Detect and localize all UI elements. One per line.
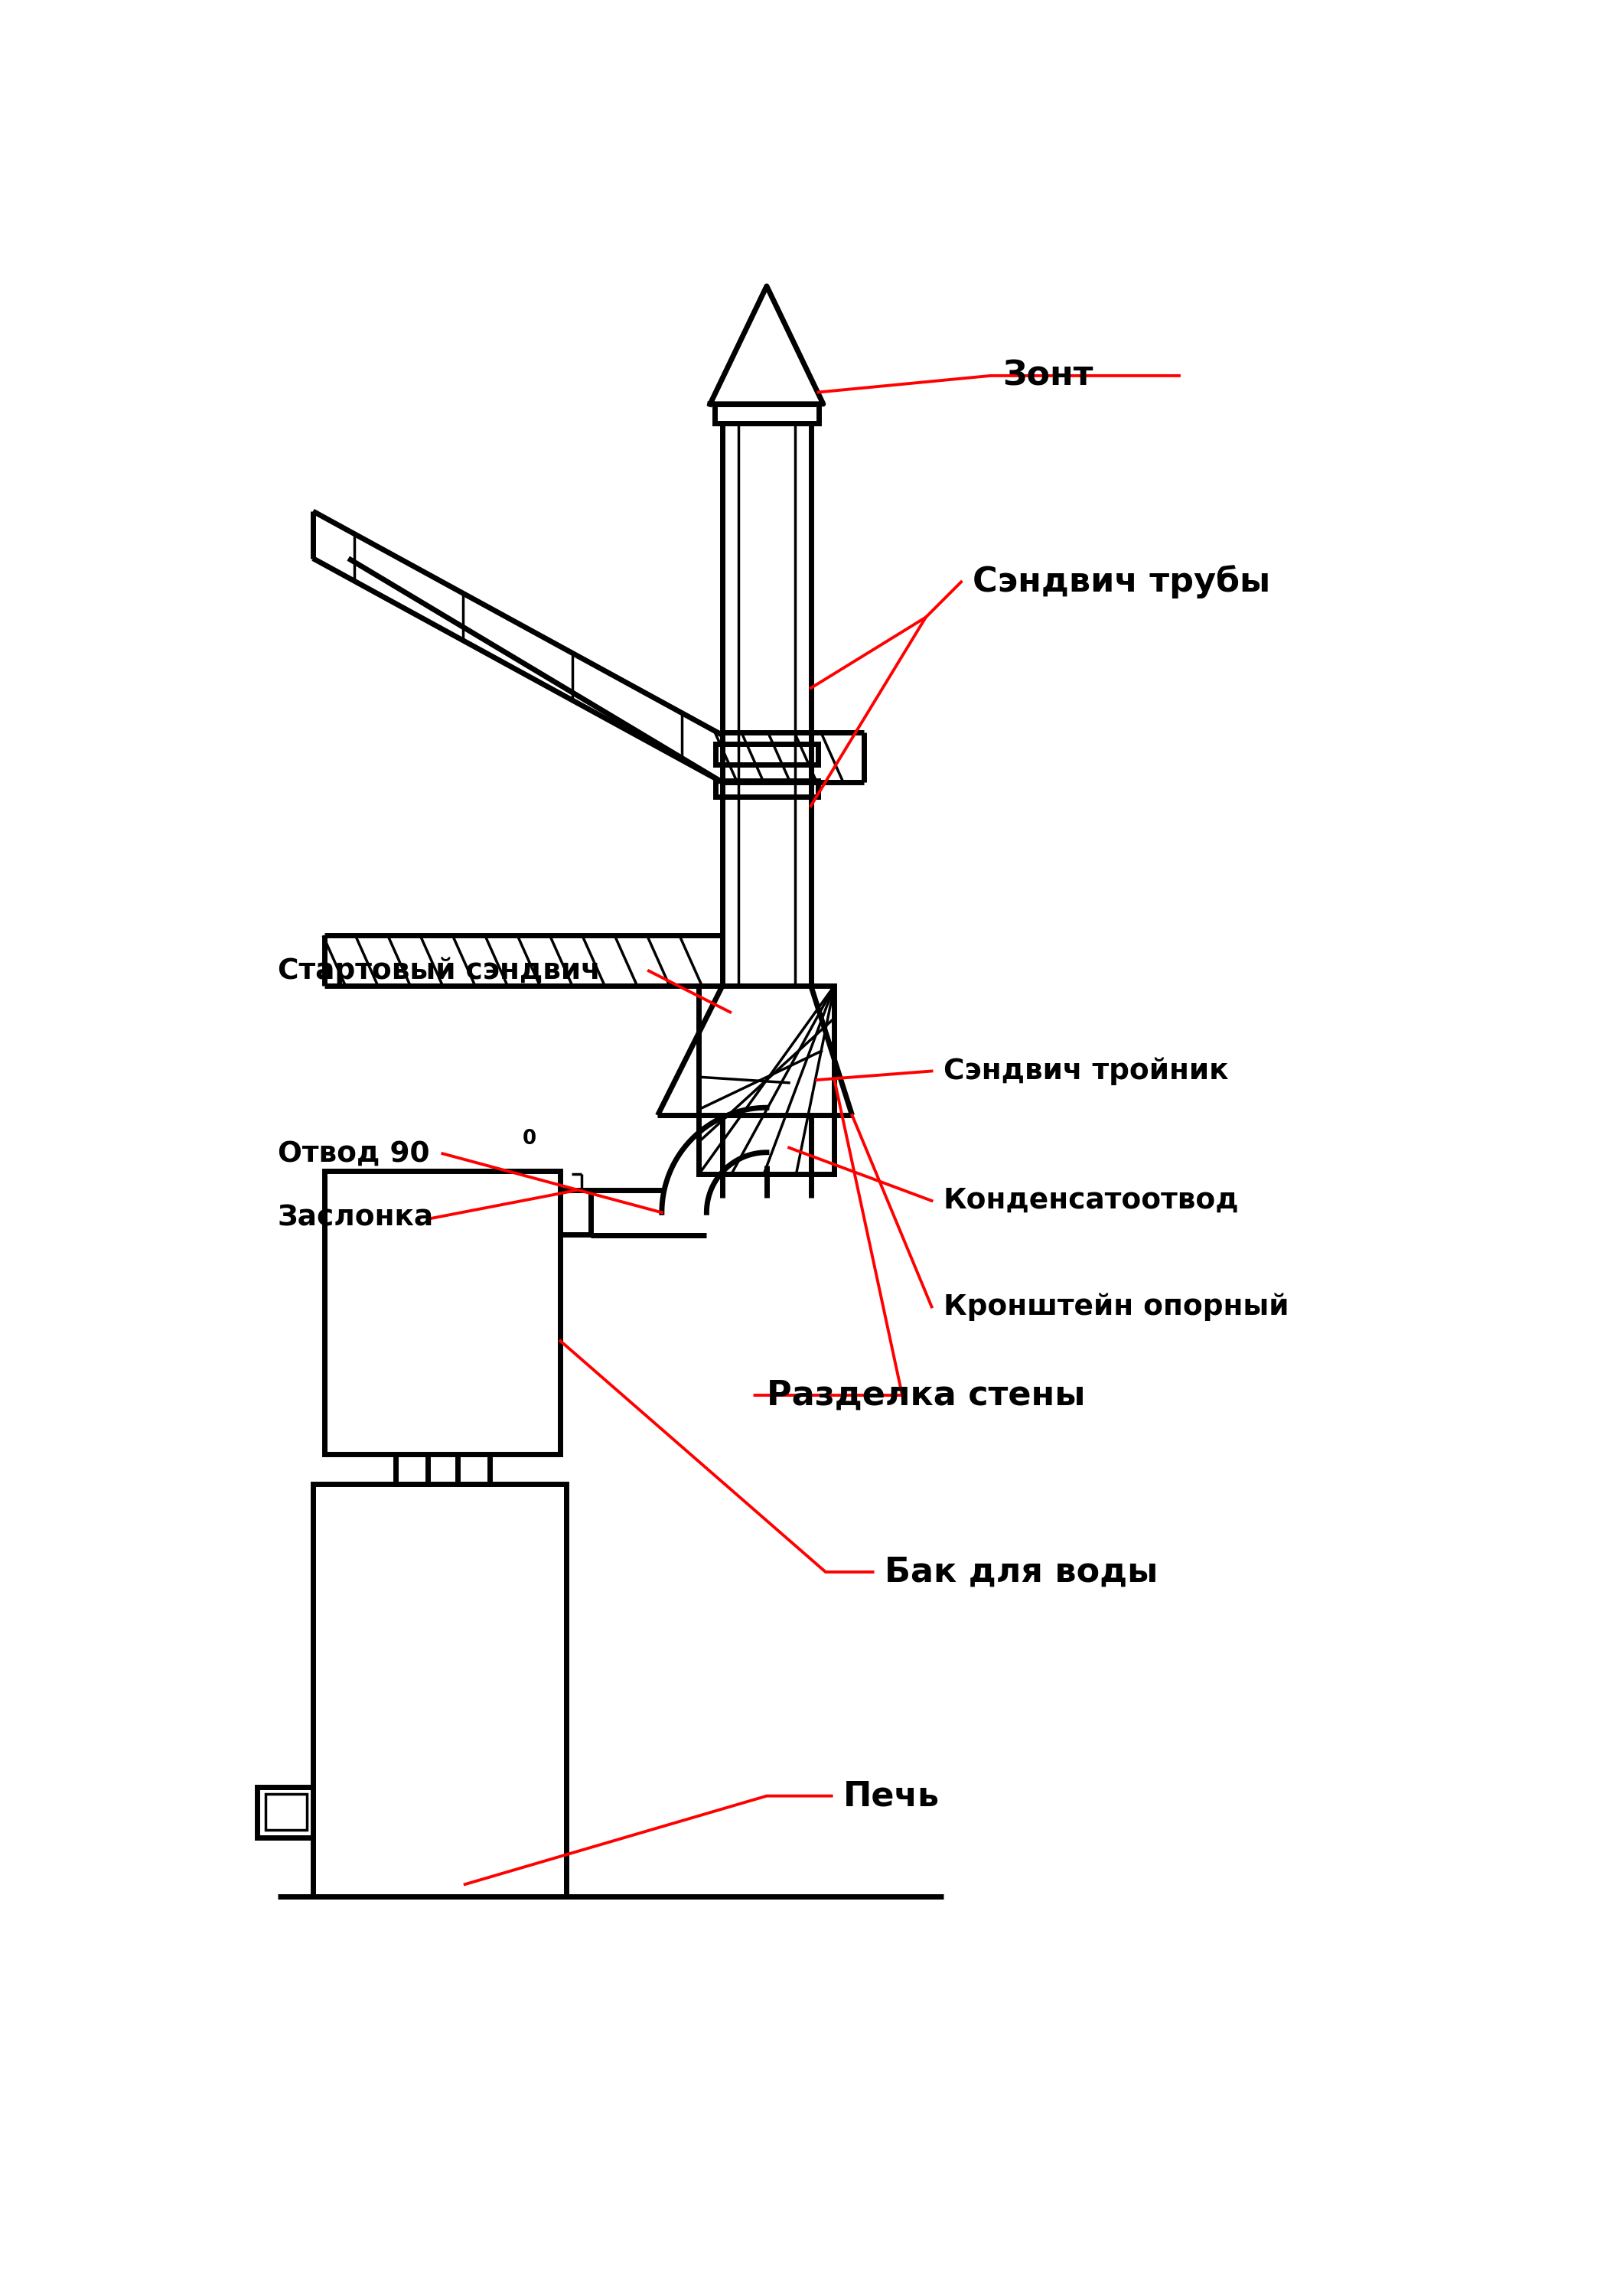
Bar: [714, 404, 818, 422]
Bar: [458, 1453, 490, 1483]
Bar: [717, 1031, 816, 1130]
Text: Печь: Печь: [844, 1779, 940, 1812]
Bar: [716, 744, 818, 765]
Text: 0: 0: [523, 1130, 536, 1148]
Text: Бак для воды: Бак для воды: [885, 1557, 1157, 1589]
Bar: [716, 781, 818, 797]
Text: Отвод 90: Отвод 90: [278, 1139, 430, 1166]
Bar: [396, 1453, 428, 1483]
Bar: [256, 1786, 313, 1837]
Bar: [727, 1040, 807, 1120]
Bar: [313, 1483, 566, 1896]
Bar: [745, 1130, 789, 1166]
Bar: [730, 985, 803, 1031]
Text: Конденсатоотвод: Конденсатоотвод: [943, 1187, 1240, 1215]
Text: Разделка стены: Разделка стены: [766, 1378, 1086, 1412]
Text: Сэндвич трубы: Сэндвич трубы: [972, 565, 1271, 599]
Bar: [560, 1189, 591, 1235]
Bar: [700, 985, 834, 1173]
Text: Зонт: Зонт: [1003, 358, 1092, 393]
Text: Кронштейн опорный: Кронштейн опорный: [943, 1293, 1289, 1320]
Bar: [325, 1171, 560, 1453]
Text: Стартовый сэндвич: Стартовый сэндвич: [278, 957, 601, 985]
Text: Заслонка: Заслонка: [278, 1205, 433, 1233]
Bar: [266, 1793, 307, 1830]
Text: Сэндвич тройник: Сэндвич тройник: [943, 1056, 1229, 1086]
